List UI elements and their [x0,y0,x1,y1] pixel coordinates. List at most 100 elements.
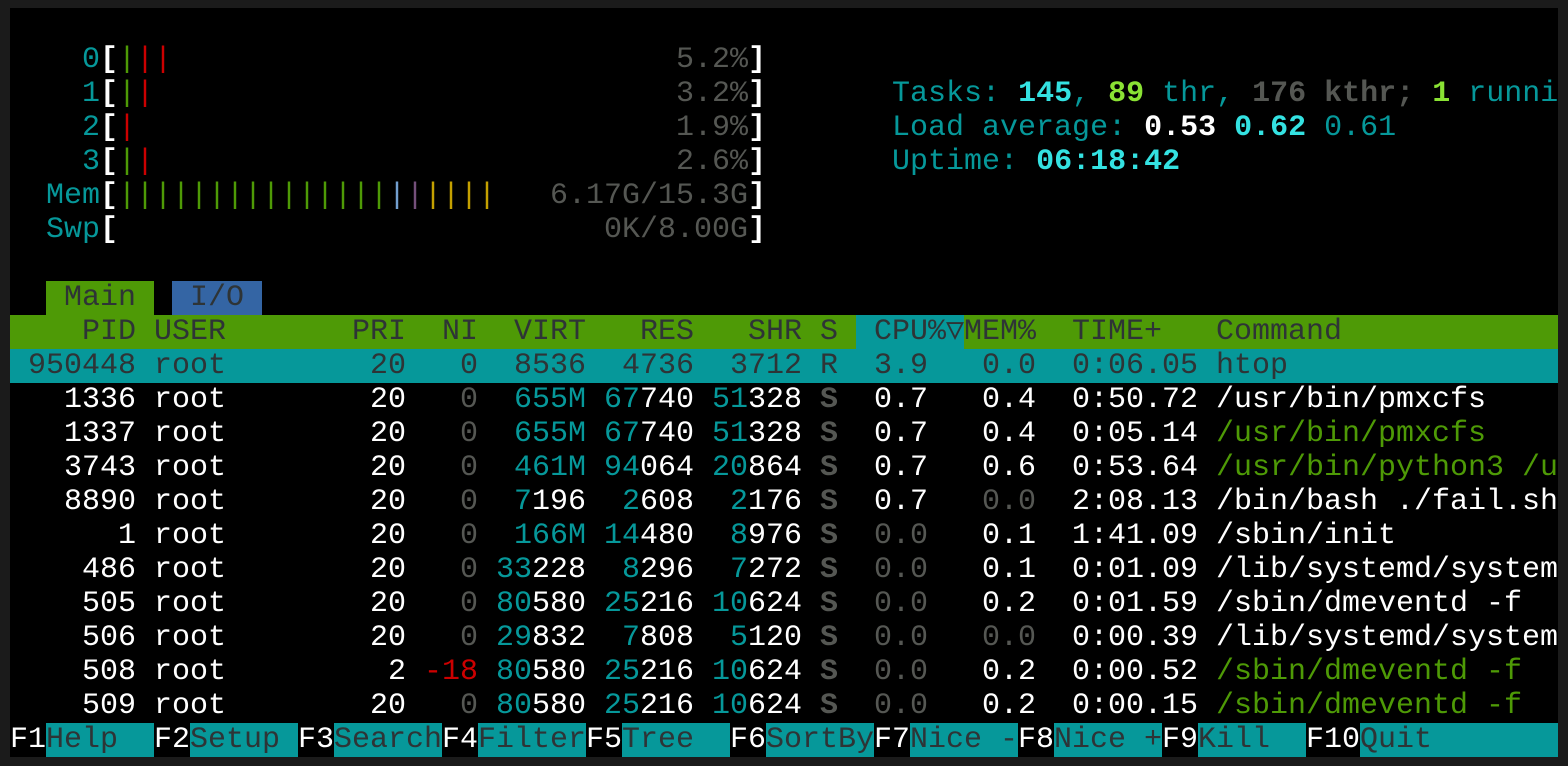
res-high: 25 [604,689,641,723]
virt-low: 580 [532,689,587,723]
process-row[interactable]: 506 root 20 0 29832 7808 5120 S 0.0 0.0 0:00.39/li… [10,621,1558,655]
cpu-0-meter-value: 5.2% [675,43,748,77]
shr-low: 864 [748,451,803,485]
col-cpu[interactable]: CPU%▽ [856,315,964,349]
process-row[interactable]: 1336 root 20 0 655M 67740 51328 S 0.7 0.4 0:50.72 /… [10,383,1558,417]
uptime-value: 06:18:42 [1036,145,1181,179]
meter-bar-segment: | [406,179,425,213]
process-row[interactable]: 950448 root 20 0 8536 4736 3712 R 3.9 0.0 0:06.05 h… [10,349,1558,383]
function-key-f1[interactable]: F1 [10,723,47,757]
nice: 0 [459,553,478,587]
state: S [820,383,839,417]
res-low: 216 [640,655,695,689]
virt: 7196 [496,485,586,519]
col-mem[interactable]: MEM% [964,315,1037,349]
virt: 166M [496,519,586,553]
function-label-tree[interactable]: Tree [622,723,730,757]
function-key-f8[interactable]: F8 [1018,723,1055,757]
col-command[interactable]: Command [1216,315,1343,349]
command: /lib/systemd/system [1216,621,1558,655]
virt: 80580 [496,655,586,689]
function-label-nice[interactable]: Nice - [910,723,1019,757]
pid: 509 [82,689,137,723]
nice: 0 [459,587,478,621]
nice: 0 [459,689,478,723]
function-key-f3[interactable]: F3 [298,723,335,757]
mem-percent: 0.0 [981,485,1036,519]
function-label-sortby[interactable]: SortBy [766,723,875,757]
cpu-3-meter-bar: || [118,145,154,179]
tab-main[interactable]: Main [46,281,154,315]
process-row[interactable]: 509 root 20 0 80580 25216 10624 S 0.0 0.2 0:00.15 /… [10,689,1558,723]
cpu-percent: 0.7 [873,417,928,451]
priority: 20 [369,621,406,655]
process-row[interactable]: 1337 root 20 0 655M 67740 51328 S 0.7 0.4 0:05.14 /… [10,417,1558,451]
user: root [154,519,227,553]
res: 4736 [604,349,694,383]
virt-high: 80 [496,587,533,621]
col-time[interactable]: TIME+ [1072,315,1163,349]
meter-bar-segment: | [136,179,155,213]
shr-low: 712 [747,349,802,383]
meter-bar-segment: | [226,179,245,213]
res: 25216 [604,689,694,723]
bracket-close: ] [748,43,767,77]
cpu-0-meter-bar: ||| [118,43,172,77]
function-key-f10[interactable]: F10 [1306,723,1361,757]
virt-high: 33 [496,553,533,587]
col-virt[interactable]: VIRT [513,315,586,349]
cpu-3-meter: 3[|| 2.6%] [10,145,1558,179]
res: 7808 [604,621,694,655]
function-key-f4[interactable]: F4 [442,723,479,757]
process-row[interactable]: 508 root 2 -18 80580 25216 10624 S 0.0 0.2 0:00.52… [10,655,1558,689]
col-user[interactable]: USER [154,315,227,349]
user: root [154,587,227,621]
time: 0:00.52 [1071,655,1199,689]
shr-high: 3 [729,349,748,383]
process-table-header: PID USER PRI NI VIRT RES SHR S CPU%▽ MEM… [10,315,1558,349]
meter-bar-segment: | [118,179,137,213]
col-res[interactable]: RES [639,315,694,349]
function-label-search[interactable]: Search [334,723,443,757]
function-key-f5[interactable]: F5 [586,723,623,757]
process-row[interactable]: 486 root 20 0 33228 8296 7272 S 0.0 0.1 0:01.09/li… [10,553,1558,587]
function-label-help[interactable]: Help [46,723,154,757]
user: root [154,349,227,383]
process-row[interactable]: 3743 root 20 0 461M 94064 20864 S 0.7 0.6 0:53.64/… [10,451,1558,485]
mem-percent: 0.2 [981,689,1036,723]
swap-meter-value: 0K/8.00G [603,213,748,247]
meter-bar-segment: | [154,179,173,213]
function-key-f6[interactable]: F6 [730,723,767,757]
function-label-setup[interactable]: Setup [190,723,298,757]
memory-meter-label: Mem [45,179,100,213]
virt-high: 8 [513,349,532,383]
function-label-filter[interactable]: Filter [478,723,587,757]
col-pri[interactable]: PRI [351,315,406,349]
tab-io[interactable]: I/O [172,281,262,315]
function-label-kill[interactable]: Kill [1198,723,1306,757]
tab-main-label: Main [64,281,137,315]
process-row[interactable]: 1 root 20 0 166M 14480 8976 S 0.0 0.1 1:41.09/sbin… [10,519,1558,553]
command: /sbin/dmeventd -f [1216,655,1523,689]
shr-low: 328 [748,417,803,451]
res-low: 216 [640,689,695,723]
col-state[interactable]: S [820,315,839,349]
function-label-quit[interactable]: Quit [1360,723,1558,757]
user: root [154,485,227,519]
memory-meter: Mem[||||||||||||||||||||| 6.17G/15.3G] [10,179,1558,213]
res-low: 740 [640,383,695,417]
meter-bar-segment: | [370,179,389,213]
shr: 5120 [712,621,802,655]
function-key-f7[interactable]: F7 [874,723,911,757]
time: 0:01.59 [1071,587,1199,621]
process-row[interactable]: 8890 root 20 0 7196 2608 2176 S 0.7 0.0 2:08.13/bi… [10,485,1558,519]
function-label-nice[interactable]: Nice + [1054,723,1163,757]
cpu-percent: 0.0 [873,655,928,689]
col-ni[interactable]: NI [441,315,478,349]
function-key-f9[interactable]: F9 [1162,723,1199,757]
col-pid[interactable]: PID [82,315,137,349]
priority: 2 [387,655,406,689]
function-key-f2[interactable]: F2 [154,723,191,757]
process-row[interactable]: 505 root 20 0 80580 25216 10624 S 0.0 0.2 0:01.59 /… [10,587,1558,621]
col-shr[interactable]: SHR [747,315,802,349]
